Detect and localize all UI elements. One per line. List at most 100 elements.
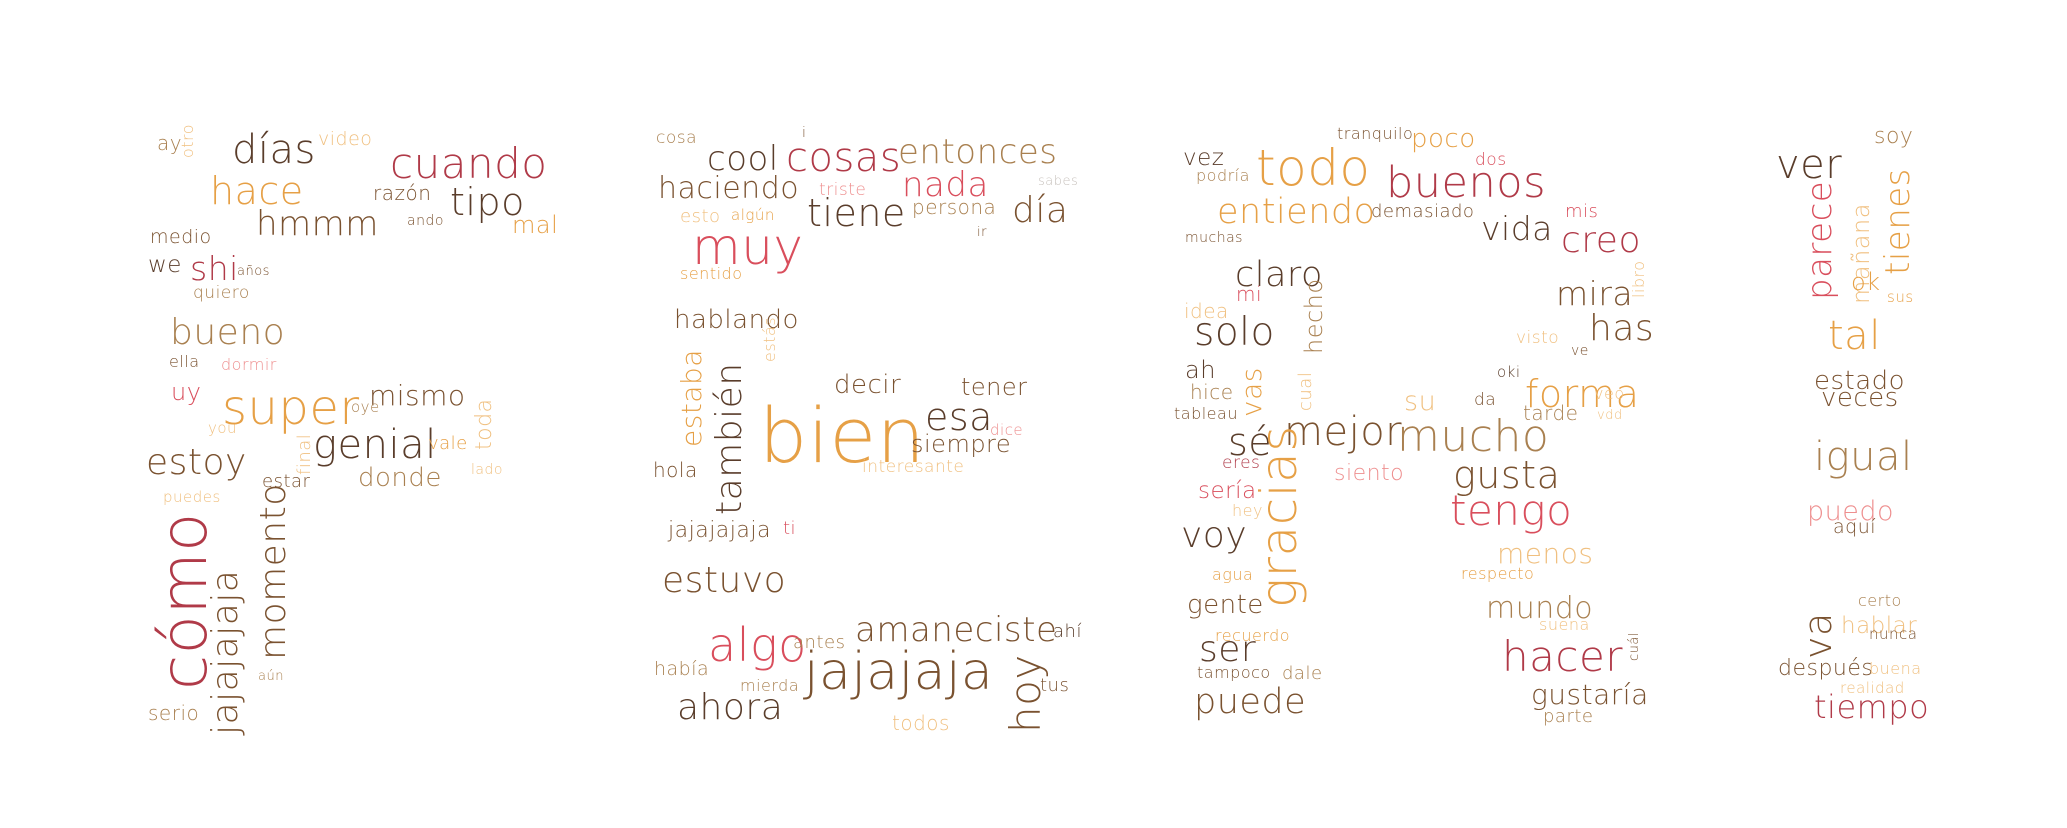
cloud-word: cuando	[390, 139, 548, 188]
cloud-word: mal	[512, 211, 559, 239]
cloud-word: cosa	[656, 128, 698, 148]
cloud-word: vale	[428, 433, 468, 454]
cloud-word: tus	[1040, 675, 1070, 696]
cloud-word: respecto	[1461, 564, 1535, 583]
cloud-word: triste	[819, 180, 867, 200]
cloud-word: voy	[1181, 515, 1248, 556]
cloud-word: oye	[351, 398, 380, 416]
cloud-word: igual	[1814, 434, 1913, 480]
cloud-word: super	[222, 380, 360, 436]
cloud-word: antes	[793, 632, 846, 653]
cloud-word: podría	[1196, 166, 1250, 185]
cloud-word: bueno	[170, 312, 286, 353]
cloud-word: persona	[912, 195, 997, 219]
cloud-word: dice	[990, 421, 1024, 439]
cloud-word: hey	[1232, 501, 1263, 520]
cloud-word: gente	[1187, 590, 1264, 620]
cloud-word: puede	[1194, 682, 1307, 722]
cloud-word: esto	[680, 206, 721, 227]
cloud-word: puedo	[1807, 496, 1895, 527]
cloud-word: su	[1404, 386, 1437, 417]
cloud-word: you	[208, 419, 238, 437]
cloud-word: mundo	[1486, 591, 1594, 626]
cloud-word: shi	[190, 249, 239, 288]
cloud-word: ay	[157, 131, 183, 155]
cloud-word: hecho	[1300, 278, 1328, 354]
cloud-word: has	[1589, 308, 1655, 349]
cloud-word: forma	[1525, 372, 1640, 416]
cloud-word: tampoco	[1197, 663, 1271, 682]
cloud-word: tiempo	[1814, 688, 1930, 726]
cloud-word: todos	[892, 711, 950, 735]
cloud-word: poco	[1411, 124, 1476, 154]
cloud-word: entonces	[898, 132, 1058, 172]
cloud-word: mierda	[740, 676, 800, 695]
cloud-word: bien	[759, 391, 926, 480]
cloud-word: haciendo	[658, 171, 800, 206]
cloud-word: medio	[150, 226, 212, 248]
cloud-word: ok	[1851, 268, 1881, 296]
cloud-word: claro	[1235, 255, 1323, 295]
cloud-word: tranquilo	[1337, 124, 1414, 143]
cloud-word: tener	[961, 373, 1028, 401]
cloud-word: gustaría	[1531, 678, 1649, 711]
cloud-word: nunca	[1869, 625, 1918, 643]
cloud-word: idea	[1184, 299, 1229, 323]
cloud-word: hace	[210, 169, 304, 213]
cloud-word: dale	[1282, 663, 1323, 684]
cloud-word: mis	[1565, 201, 1599, 222]
cloud-word: mira	[1556, 274, 1634, 313]
cloud-word: ella	[169, 352, 200, 371]
cloud-word: estuvo	[662, 560, 787, 601]
cloud-word: ver	[1776, 142, 1843, 188]
cloud-word: tiene	[807, 191, 906, 235]
cloud-word: recuerdo	[1215, 626, 1291, 645]
cloud-word: decir	[834, 370, 902, 400]
cloud-word: hola	[653, 458, 698, 482]
cloud-word: vida	[1481, 209, 1553, 248]
cloud-word: serio	[148, 701, 200, 725]
cloud-word: video	[318, 128, 373, 150]
cloud-word: mi	[1236, 282, 1263, 306]
cloud-word: otro	[178, 123, 197, 158]
cloud-word: tengo	[1450, 486, 1573, 535]
cloud-word: había	[654, 658, 710, 680]
cloud-word: sentido	[680, 264, 743, 283]
cloud-word: estado	[1814, 366, 1906, 396]
cloud-word: tal	[1828, 313, 1881, 359]
cloud-word: interesante	[862, 457, 965, 477]
cloud-word: visto	[1516, 328, 1560, 348]
cloud-word: hablando	[674, 305, 799, 335]
cloud-word: jajajajaja	[205, 569, 246, 735]
cloud-word: entiendo	[1217, 192, 1376, 232]
cloud-word: cool	[707, 139, 779, 179]
cloud-word: tarde	[1523, 401, 1579, 425]
cloud-word: siento	[1334, 461, 1405, 486]
cloud-word: hice	[1190, 380, 1234, 404]
cloud-word: día	[1012, 190, 1069, 231]
cloud-word: razón	[373, 181, 432, 205]
cloud-word: tienes	[1878, 168, 1918, 275]
cloud-word: ahora	[677, 687, 784, 728]
cloud-word: va	[1796, 612, 1840, 659]
cloud-word: demasiado	[1371, 201, 1475, 222]
cloud-word: toda	[472, 398, 497, 450]
cloud-word: algo	[708, 618, 807, 672]
cloud-word: estaba	[675, 349, 708, 447]
cloud-word: buenos	[1386, 158, 1546, 208]
cloud-word: veo	[1594, 384, 1625, 403]
cloud-word: tableau	[1174, 404, 1238, 423]
cloud-word: también	[709, 362, 750, 515]
cloud-word: mejor	[1284, 409, 1403, 455]
cloud-word: ve	[1571, 343, 1589, 359]
cloud-word: aquí	[1833, 516, 1877, 538]
cloud-word: ando	[407, 213, 444, 229]
cloud-word: puedes	[163, 488, 221, 506]
cloud-word: agua	[1212, 565, 1254, 584]
cloud-word: aún	[258, 669, 284, 684]
cloud-word: suena	[1539, 615, 1590, 634]
cloud-word: estoy	[146, 442, 247, 483]
cloud-word: ir	[977, 225, 987, 240]
cloud-word: sé	[1228, 420, 1273, 464]
cloud-word: ah	[1185, 356, 1216, 384]
